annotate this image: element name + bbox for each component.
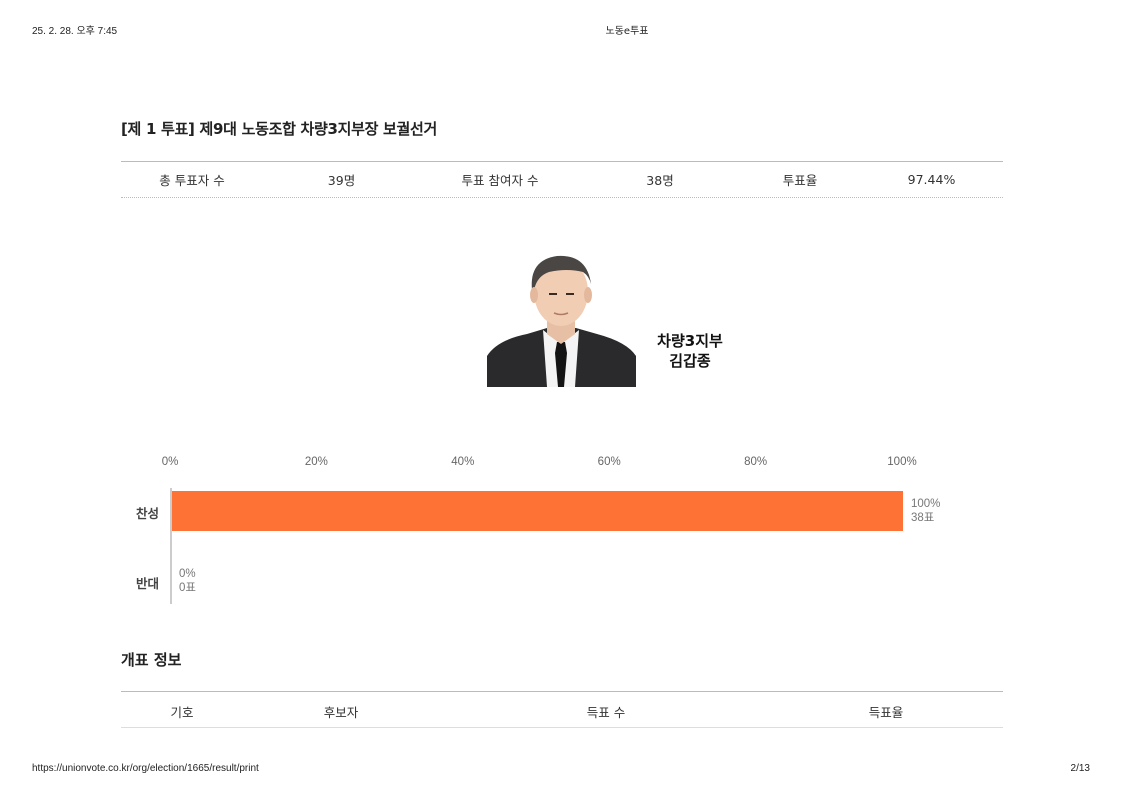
x-tick-label: 80%	[744, 456, 768, 468]
column-header-votes: 득표 수	[586, 705, 626, 720]
bar-value-label: 100% 38표	[911, 497, 940, 525]
x-tick-label: 40%	[451, 456, 475, 468]
count-info-table: 기호 후보자 득표 수 득표율	[121, 691, 1003, 728]
category-label: 반대	[136, 576, 160, 591]
print-site-title: 노동e투표	[605, 26, 649, 37]
print-page-number: 2/13	[1070, 763, 1090, 774]
print-datetime: 25. 2. 28. 오후 7:45	[32, 26, 118, 37]
print-url: https://unionvote.co.kr/org/election/166…	[32, 763, 259, 774]
candidate-branch: 차량3지부	[657, 332, 723, 350]
column-header-candidate: 후보자	[323, 705, 359, 720]
count-info-title: 개표 정보	[121, 651, 182, 669]
chart-axis-line	[170, 488, 172, 604]
candidate-name: 김갑종	[669, 352, 711, 370]
x-tick-label: 0%	[161, 456, 179, 468]
bar-votes-label: 0표	[179, 582, 196, 594]
election-title: [제 1 투표] 제9대 노동조합 차량3지부장 보궐선거	[121, 120, 438, 138]
participants-label: 투표 참여자 수	[461, 173, 539, 188]
bar-percent-label: 0%	[179, 568, 196, 580]
candidate-portrait-image	[487, 238, 636, 387]
candidate-info: 차량3지부 김갑종	[646, 331, 734, 371]
column-header-vote-rate: 득표율	[868, 705, 904, 720]
bar-approve	[171, 491, 903, 531]
participants-value: 38명	[646, 173, 674, 188]
turnout-label: 투표율	[782, 173, 818, 188]
bar-votes-label: 38표	[911, 512, 935, 524]
vote-stats-table: 총 투표자 수 39명 투표 참여자 수 38명 투표율 97.44%	[121, 161, 1003, 198]
candidate-photo	[487, 238, 636, 387]
x-tick-label: 100%	[887, 456, 917, 468]
column-header-number: 기호	[170, 705, 194, 720]
bar-percent-label: 100%	[911, 498, 941, 510]
total-voters-label: 총 투표자 수	[159, 173, 225, 188]
x-tick-label: 60%	[597, 456, 621, 468]
total-voters-value: 39명	[327, 173, 356, 188]
category-label: 찬성	[136, 506, 160, 521]
x-tick-label: 20%	[304, 456, 328, 468]
vote-result-chart: 0% 20% 40% 60% 80% 100% 찬성 100% 38표 반대 0% 0표	[0, 440, 1122, 620]
bar-value-label: 0% 0표	[179, 567, 196, 595]
turnout-value: 97.44%	[907, 172, 956, 187]
